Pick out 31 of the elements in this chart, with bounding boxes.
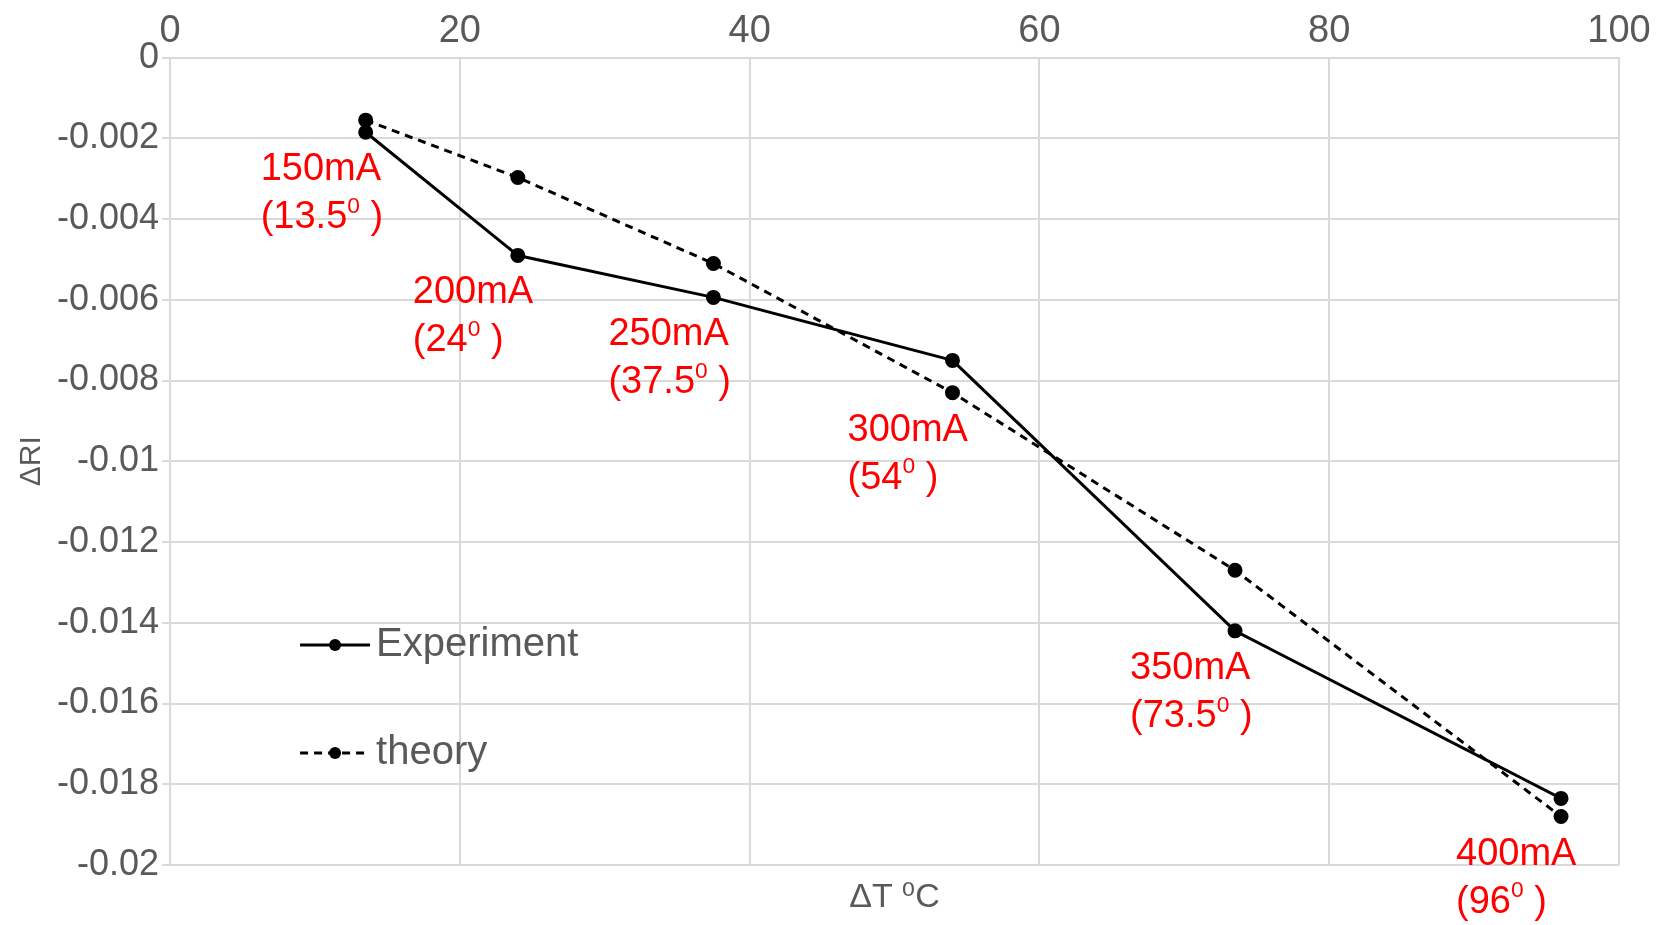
point	[358, 112, 374, 128]
y-tick-label: -0.002	[57, 115, 160, 157]
point	[1227, 623, 1243, 639]
y-tick-label: -0.014	[57, 599, 160, 641]
legend-label: theory	[376, 728, 488, 773]
point	[945, 352, 960, 368]
point	[945, 385, 960, 401]
x-tick-label: 60	[1018, 8, 1061, 51]
legend-label: Experiment	[376, 620, 579, 665]
point	[705, 289, 721, 305]
point	[358, 124, 374, 140]
y-tick-label: -0.006	[57, 276, 160, 318]
y-tick-label: -0.02	[77, 841, 160, 883]
y-tick-label: -0.018	[57, 761, 160, 803]
y-tick-label: -0.012	[57, 518, 160, 560]
y-tick-label: -0.008	[57, 357, 160, 399]
x-tick-label: 40	[728, 8, 771, 51]
x-tick-label: 80	[1308, 8, 1351, 51]
point	[705, 255, 721, 271]
y-axis-title: ΔRI	[13, 436, 47, 487]
point	[1553, 790, 1569, 806]
y-tick-label: -0.01	[77, 438, 160, 480]
y-tick-label: -0.004	[57, 196, 160, 237]
point	[1227, 562, 1243, 578]
point	[1553, 809, 1569, 825]
x-tick-label: 20	[438, 8, 481, 51]
x-tick-label: 100	[1587, 8, 1651, 51]
y-tick-label: -0.016	[57, 680, 160, 722]
point	[510, 247, 526, 263]
point	[510, 170, 526, 185]
x-axis-title: ΔT ⁰C	[849, 876, 940, 914]
